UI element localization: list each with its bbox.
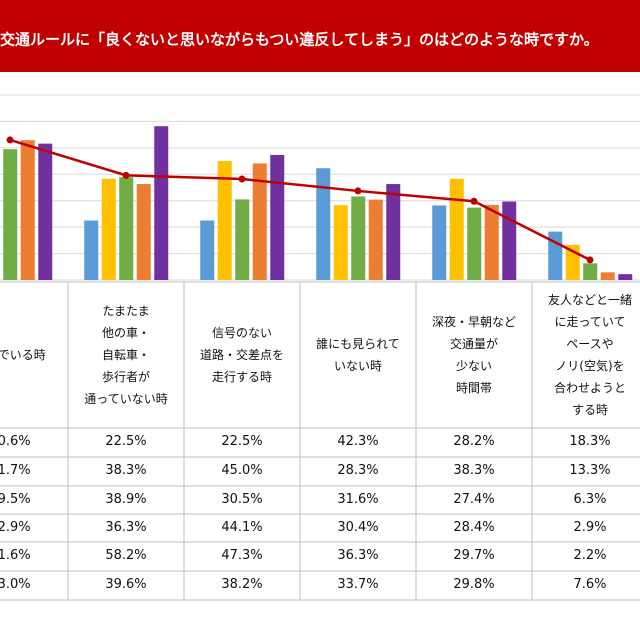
category-label: 信号のない 道路・交差点を 走行する時	[199, 326, 284, 384]
table-value: 33.7%	[337, 577, 379, 592]
bar	[200, 220, 215, 280]
table-value: 28.4%	[453, 520, 495, 535]
table-value: 44.1%	[221, 520, 263, 535]
bar	[3, 149, 18, 280]
chart-title: 交通ルールに「良くないと思いながらもつい違反してしまう」のはどのような時ですか。	[0, 31, 599, 49]
category-label: 友人などと一緒 に走っていて ペースや ノリ(空気)を 合わせようと する時	[547, 293, 632, 417]
line-point	[122, 171, 130, 179]
table-value: 22.5%	[221, 434, 263, 449]
table-value: 6.3%	[573, 492, 607, 507]
table-value: 28.3%	[337, 463, 379, 478]
table-value: 42.3%	[337, 434, 379, 449]
table-value: 30.4%	[337, 520, 379, 535]
table-value: 49.5%	[0, 492, 31, 507]
bar	[333, 205, 348, 280]
table-value: 31.6%	[337, 492, 379, 507]
table-value: 38.3%	[105, 463, 147, 478]
table-value: 2.2%	[573, 548, 607, 563]
bar	[484, 204, 499, 280]
bar	[432, 205, 447, 280]
table-value: 29.8%	[453, 577, 495, 592]
bar	[252, 163, 267, 280]
category-label: 深夜・早朝など 交通量が 少ない 時間帯	[431, 315, 516, 395]
table-value: 28.2%	[453, 434, 495, 449]
category-label: たまたま 他の車・ 自転車・ 歩行者が 通っていない時	[84, 304, 168, 406]
bar	[351, 196, 366, 280]
table-value: 29.7%	[453, 548, 495, 563]
bar	[316, 168, 331, 280]
bar	[154, 126, 169, 280]
bar	[583, 263, 598, 280]
table-value: 30.5%	[221, 492, 263, 507]
bar	[449, 178, 464, 280]
table-value: 36.3%	[105, 520, 147, 535]
table-value: 22.5%	[105, 434, 147, 449]
table-value: 38.2%	[221, 577, 263, 592]
bar	[84, 220, 99, 280]
line-point	[238, 175, 246, 183]
bar	[368, 199, 383, 280]
line-point	[354, 187, 362, 195]
bar	[119, 177, 134, 280]
bar	[136, 184, 151, 280]
line-point	[470, 197, 478, 205]
bar	[618, 274, 633, 280]
table-value: 47.3%	[221, 548, 263, 563]
table-value: 13.3%	[569, 463, 611, 478]
table-value: 45.0%	[221, 463, 263, 478]
bar	[38, 143, 53, 280]
table-value: 18.3%	[569, 434, 611, 449]
bar	[270, 154, 285, 280]
table-value: 58.2%	[105, 548, 147, 563]
header-banner	[0, 0, 640, 72]
bar	[235, 199, 250, 280]
table-value: 38.9%	[105, 492, 147, 507]
category-label: 誰にも見られて いない時	[316, 337, 400, 373]
table-value: 51.7%	[0, 463, 31, 478]
bar	[20, 140, 35, 280]
bar	[502, 201, 517, 280]
line-point	[6, 136, 14, 144]
bar	[386, 184, 401, 280]
table-value: 38.3%	[453, 463, 495, 478]
line	[9, 138, 591, 262]
table-value: 39.6%	[105, 577, 147, 592]
table-value: 2.9%	[573, 520, 607, 535]
category-label: 急いでいる時	[0, 348, 46, 362]
line-point	[586, 256, 594, 264]
bar	[467, 207, 482, 280]
table-value: 7.6%	[573, 577, 607, 592]
bar	[101, 178, 116, 280]
table-value: 27.4%	[453, 492, 495, 507]
table-value: 51.6%	[0, 548, 31, 563]
table-value: 52.9%	[0, 520, 31, 535]
table-value: 50.6%	[0, 434, 31, 449]
table-value: 36.3%	[337, 548, 379, 563]
table-value: 53.0%	[0, 577, 31, 592]
bar	[600, 272, 615, 280]
bar	[217, 161, 232, 280]
